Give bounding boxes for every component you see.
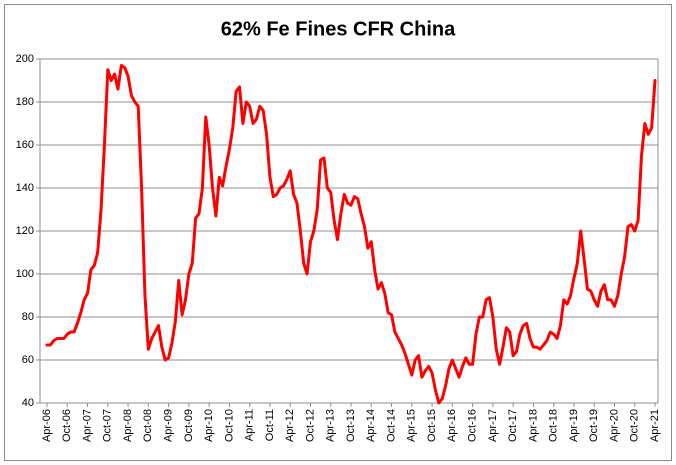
y-tick-label: 40	[22, 397, 34, 409]
y-tick-label: 120	[16, 225, 34, 237]
x-tick-label: Apr-15	[406, 409, 418, 442]
y-tick-label: 100	[16, 268, 34, 280]
x-tick-label: Oct-11	[264, 409, 276, 441]
y-tick-label: 180	[16, 96, 34, 108]
x-tick-label: Oct-16	[467, 409, 479, 442]
x-tick-label: Apr-09	[163, 409, 175, 442]
x-tick-label: Oct-09	[183, 409, 195, 442]
x-tick-label: Oct-20	[629, 409, 641, 442]
x-tick-label: Oct-07	[102, 409, 114, 442]
x-tick-label: Apr-11	[244, 409, 256, 441]
x-tick-label: Apr-07	[81, 409, 93, 442]
y-tick-label: 140	[16, 182, 34, 194]
x-tick-label: Oct-06	[61, 409, 73, 442]
x-tick-label: Oct-18	[548, 409, 560, 442]
chart-title: 62% Fe Fines CFR China	[221, 18, 456, 40]
x-tick-label: Apr-16	[446, 409, 458, 442]
x-tick-label: Apr-06	[41, 409, 53, 442]
x-tick-label: Oct-08	[142, 409, 154, 442]
y-tick-label: 200	[16, 53, 34, 65]
x-tick-label: Oct-19	[588, 409, 600, 442]
price-line	[45, 63, 657, 405]
x-tick-label: Apr-19	[568, 409, 580, 442]
x-tick-label: Apr-17	[487, 409, 499, 442]
x-tick-label: Oct-12	[304, 409, 316, 442]
x-tick-label: Apr-18	[527, 409, 539, 442]
y-tick-label: 60	[22, 354, 34, 366]
x-tick-label: Oct-10	[223, 409, 235, 442]
x-tick-label: Apr-08	[122, 409, 134, 442]
x-tick-label: Apr-14	[365, 409, 377, 442]
y-tick-label: 80	[22, 311, 34, 323]
y-tick-label: 160	[16, 139, 34, 151]
x-tick-label: Apr-13	[325, 409, 337, 442]
x-tick-label: Apr-21	[649, 409, 661, 442]
x-tick-label: Apr-20	[608, 409, 620, 442]
x-tick-label: Oct-17	[507, 409, 519, 442]
x-tick-label: Oct-15	[426, 409, 438, 442]
x-tick-label: Oct-14	[385, 409, 397, 442]
x-tick-label: Apr-12	[284, 409, 296, 442]
x-tick-label: Apr-10	[203, 409, 215, 442]
x-tick-label: Oct-13	[345, 409, 357, 442]
